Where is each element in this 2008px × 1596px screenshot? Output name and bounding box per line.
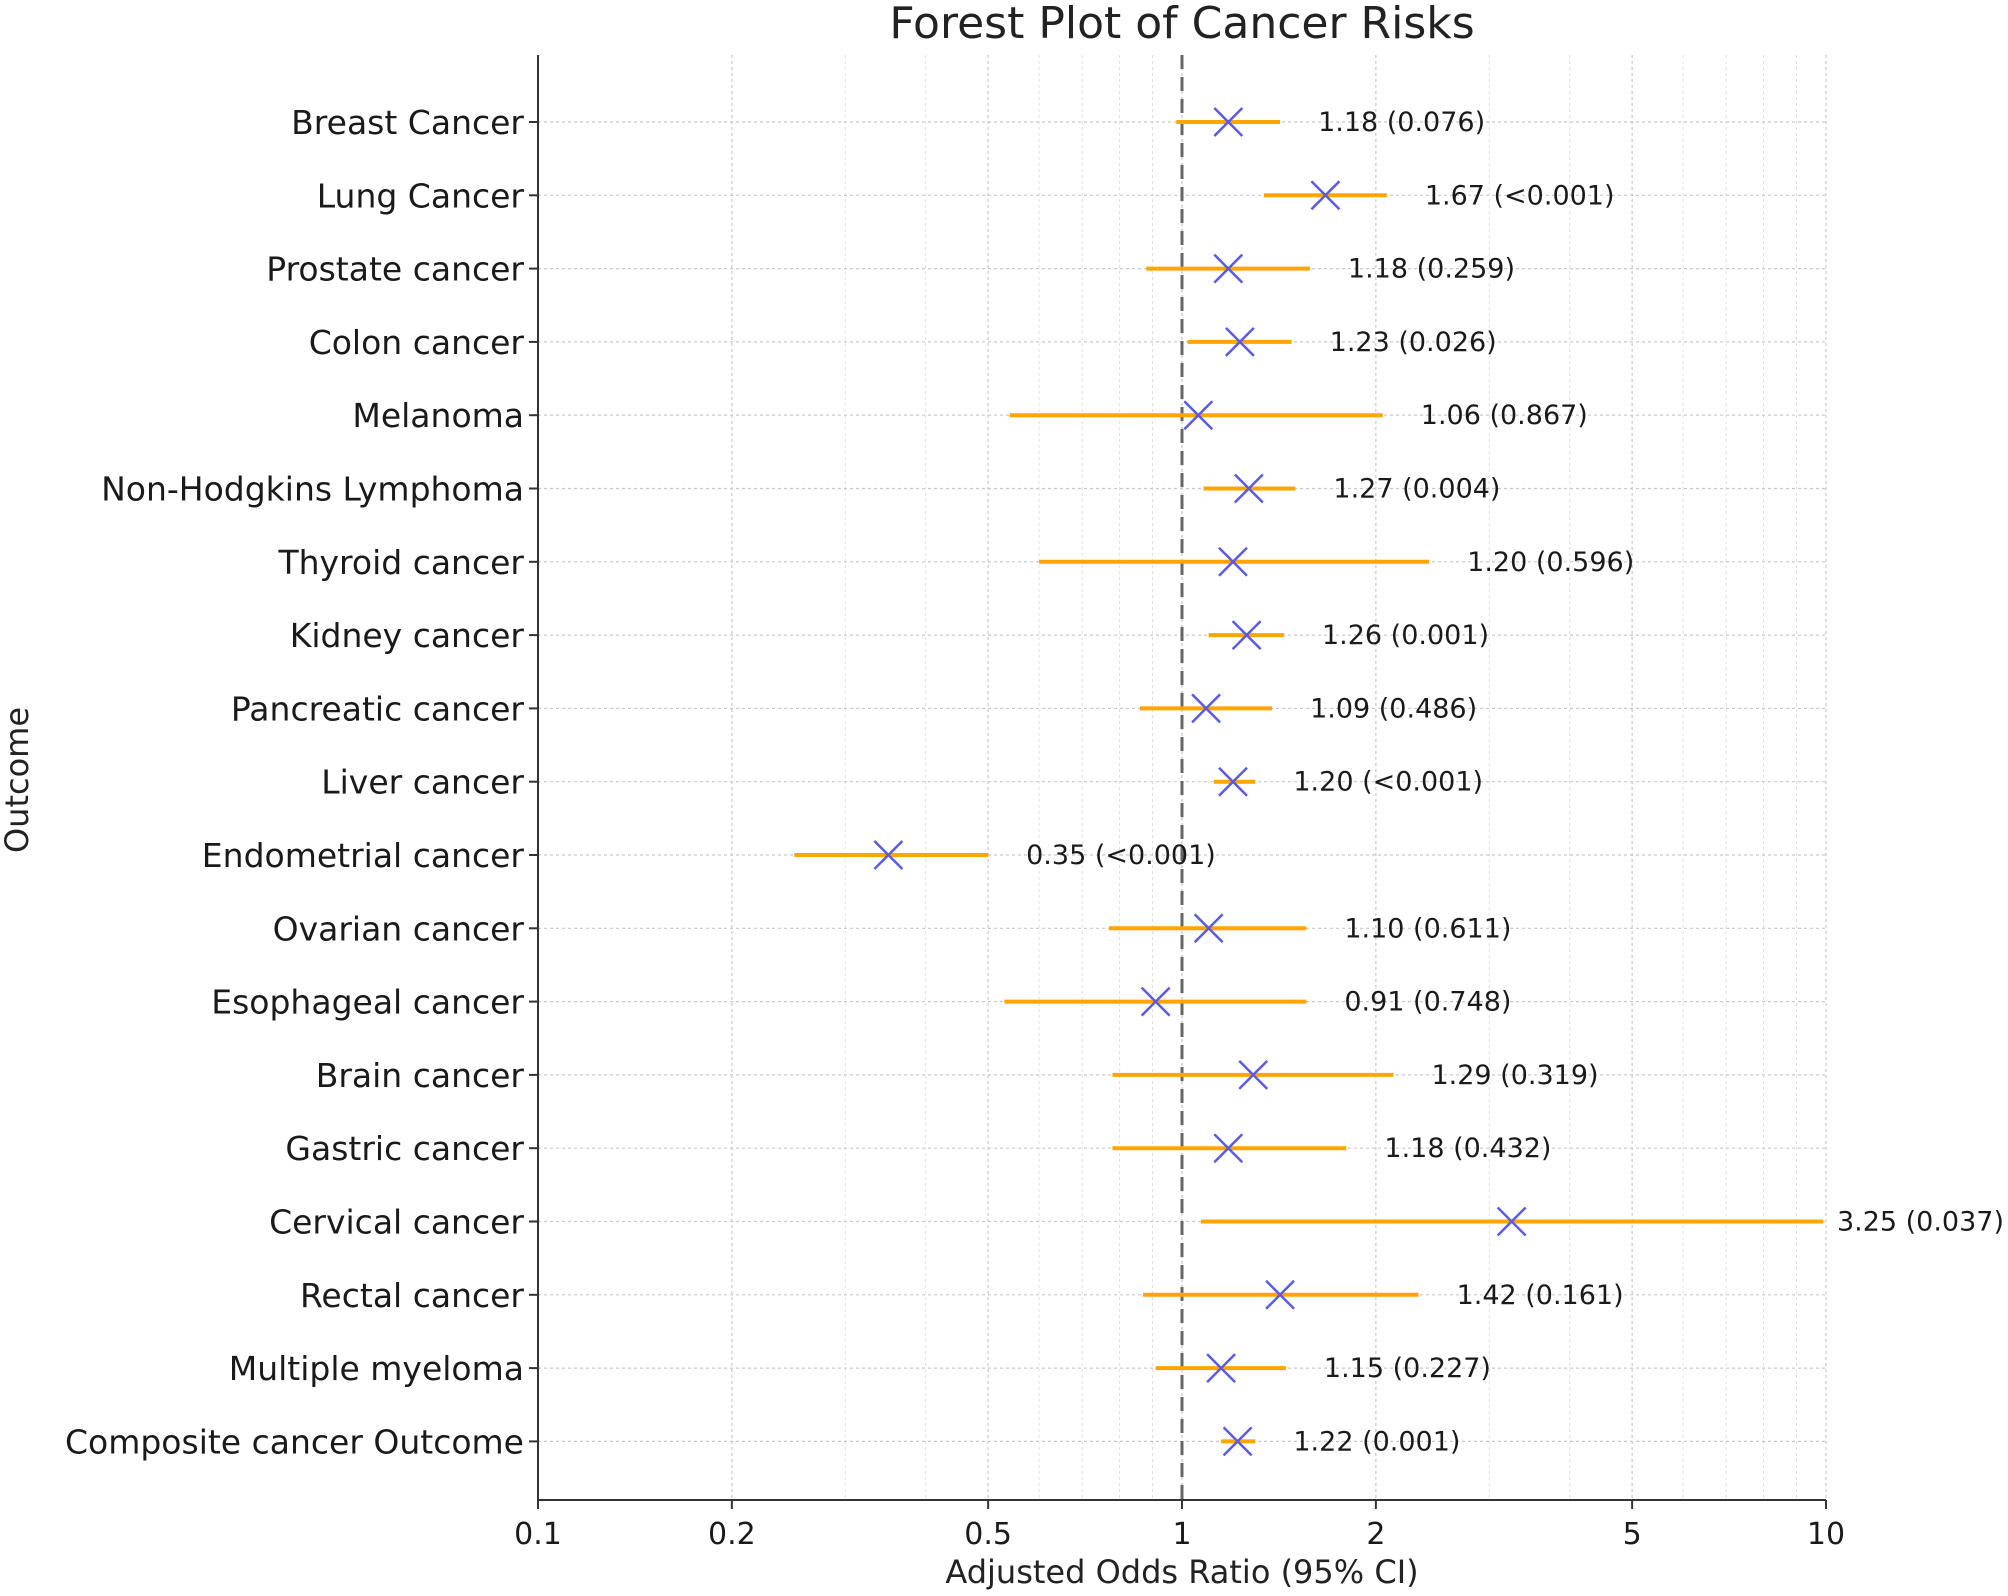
x-tick-label: 2 [1366,1517,1385,1552]
x-tick-label: 0.5 [964,1517,1012,1552]
or-marker [1218,766,1248,797]
estimate-annotation: 3.25 (0.037) [1837,1207,2004,1238]
outcome-label: Liver cancer [321,763,524,802]
outcome-label: Colon cancer [309,323,525,362]
x-tick-label: 1 [1172,1517,1191,1552]
or-marker [1218,546,1248,577]
outcome-label: Ovarian cancer [273,909,525,948]
x-tick-label: 5 [1623,1517,1642,1552]
outcome-label: Cervical cancer [269,1203,524,1242]
estimate-annotation: 1.18 (0.432) [1384,1133,1551,1164]
estimate-annotation: 1.67 (<0.001) [1425,180,1615,211]
or-marker [1213,107,1244,137]
chart-title: Forest Plot of Cancer Risks [889,0,1474,49]
outcome-label: Composite cancer Outcome [65,1422,524,1461]
x-tick-label: 0.2 [708,1517,756,1552]
or-marker [1496,1206,1527,1237]
estimate-annotation: 1.06 (0.867) [1421,400,1588,431]
estimate-annotation: 0.91 (0.748) [1344,987,1511,1018]
estimate-annotation: 1.18 (0.259) [1348,254,1515,285]
estimate-annotation: 1.22 (0.001) [1293,1426,1460,1457]
or-marker [1222,1426,1253,1457]
outcome-label: Breast Cancer [291,103,524,142]
or-marker [1191,693,1221,724]
outcome-label: Rectal cancer [300,1276,524,1315]
or-marker [1238,1060,1269,1090]
or-marker [1193,913,1224,944]
outcome-label: Kidney cancer [290,616,525,655]
x-tick-label: 10 [1807,1517,1845,1552]
estimate-annotation: 1.26 (0.001) [1322,620,1489,651]
outcome-label: Lung Cancer [317,176,525,215]
or-marker [873,840,904,870]
estimate-annotation: 1.18 (0.076) [1318,107,1485,138]
outcome-label: Prostate cancer [266,250,524,289]
or-marker [1213,1133,1244,1164]
grid-lines [537,55,1827,1500]
or-marker [1213,253,1244,284]
y-axis-label: Outcome [0,707,36,853]
outcome-label: Pancreatic cancer [231,689,525,728]
estimate-annotation: 1.20 (0.596) [1467,547,1634,578]
point-estimates [873,107,1527,1457]
estimate-annotation: 1.15 (0.227) [1324,1353,1491,1384]
outcome-label: Non-Hodgkins Lymphoma [101,470,524,509]
estimate-annotation: 1.29 (0.319) [1431,1060,1598,1091]
outcome-label: Esophageal cancer [211,983,524,1022]
x-axis-label: Adjusted Odds Ratio (95% CI) [945,1553,1418,1591]
outcome-label: Endometrial cancer [202,836,525,875]
outcome-label: Gastric cancer [285,1129,524,1168]
or-marker [1265,1279,1295,1310]
estimate-annotation: 1.09 (0.486) [1310,693,1477,724]
or-marker [1225,327,1255,357]
or-marker [1140,986,1171,1017]
or-marker [1206,1353,1236,1383]
estimate-annotation: 1.27 (0.004) [1333,474,1500,505]
estimate-annotation: 0.35 (<0.001) [1026,840,1216,871]
x-ticks: 0.1 0.2 0.5 1 2 5 10 [514,1500,1845,1552]
or-marker [1183,400,1214,431]
or-marker [1233,473,1264,504]
estimate-annotation: 1.42 (0.161) [1457,1280,1624,1311]
outcome-label: Melanoma [352,396,524,435]
x-tick-label: 0.1 [514,1517,562,1552]
estimate-annotations: 1.18 (0.076) 1.67 (<0.001) 1.18 (0.259) 1.2… [1026,107,2004,1457]
outcome-label: Multiple myeloma [229,1349,524,1388]
or-marker [1231,620,1262,650]
estimate-annotation: 1.10 (0.611) [1344,913,1511,944]
outcome-label: Brain cancer [316,1056,525,1095]
estimate-annotation: 1.23 (0.026) [1330,327,1497,358]
or-marker [1310,180,1341,211]
outcome-labels: Breast Cancer Lung Cancer Prostate cancer C… [65,103,538,1461]
outcome-label: Thyroid cancer [277,543,524,582]
estimate-annotation: 1.20 (<0.001) [1293,767,1483,798]
